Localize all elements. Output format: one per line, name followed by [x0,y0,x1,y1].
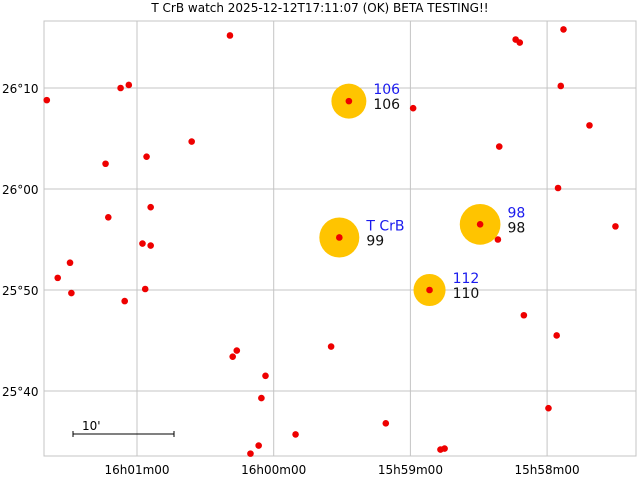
target-name-label: 112 [453,271,480,287]
x-tick-label: 15h58m00 [515,463,580,477]
field-star [382,420,390,427]
x-tick-label: 15h59m00 [378,463,443,477]
field-star [139,240,146,247]
y-tick-label: 25°50 [2,284,39,298]
field-star [520,311,528,319]
target-value-label: 110 [453,286,480,302]
field-star [327,343,335,350]
x-tick-label: 16h01m00 [104,463,169,477]
field-star [545,404,552,412]
field-star [226,32,234,39]
field-star [612,223,619,230]
field-star [43,96,51,104]
field-star [125,81,133,89]
target-name-label: 98 [507,205,525,221]
target-star [345,97,353,105]
field-star [262,372,269,380]
field-star [557,82,565,90]
field-star [554,184,562,192]
target-star [426,286,433,294]
field-star [409,104,417,112]
field-star [233,347,241,354]
field-star [54,274,62,282]
field-star [441,445,448,452]
field-star [258,394,265,402]
field-star [292,431,299,438]
field-star [66,259,74,267]
plot-frame [43,20,637,457]
field-star [143,153,150,160]
target-value-label: 106 [373,97,400,113]
field-star [495,143,503,150]
field-star [121,297,128,305]
target-value-label: 99 [366,233,384,249]
field-star [104,213,112,221]
field-star [188,138,195,145]
field-star [141,285,149,293]
field-star [560,26,567,33]
field-star [229,353,236,360]
target-star [336,234,343,241]
field-star [586,122,593,129]
target-name-label: 106 [373,82,400,98]
field-star [255,442,262,449]
x-tick-label: 16h00m00 [241,463,306,477]
field-star [247,450,254,457]
y-tick-label: 26°00 [2,183,39,197]
field-star [68,289,75,297]
y-tick-label: 26°10 [2,82,39,96]
target-value-label: 98 [507,220,525,236]
target-name-label: T CrB [365,218,404,234]
field-star [147,203,154,211]
field-star [553,332,560,339]
field-star [147,242,154,249]
chart-title: T CrB watch 2025-12-12T17:11:07 (OK) BET… [151,1,489,15]
field-star [494,236,502,243]
y-tick-label: 25°40 [2,385,39,399]
target-star [476,221,484,228]
field-star [102,160,109,168]
field-star [516,39,524,46]
field-star [117,84,124,92]
scale-bar-label: 10' [82,419,101,433]
